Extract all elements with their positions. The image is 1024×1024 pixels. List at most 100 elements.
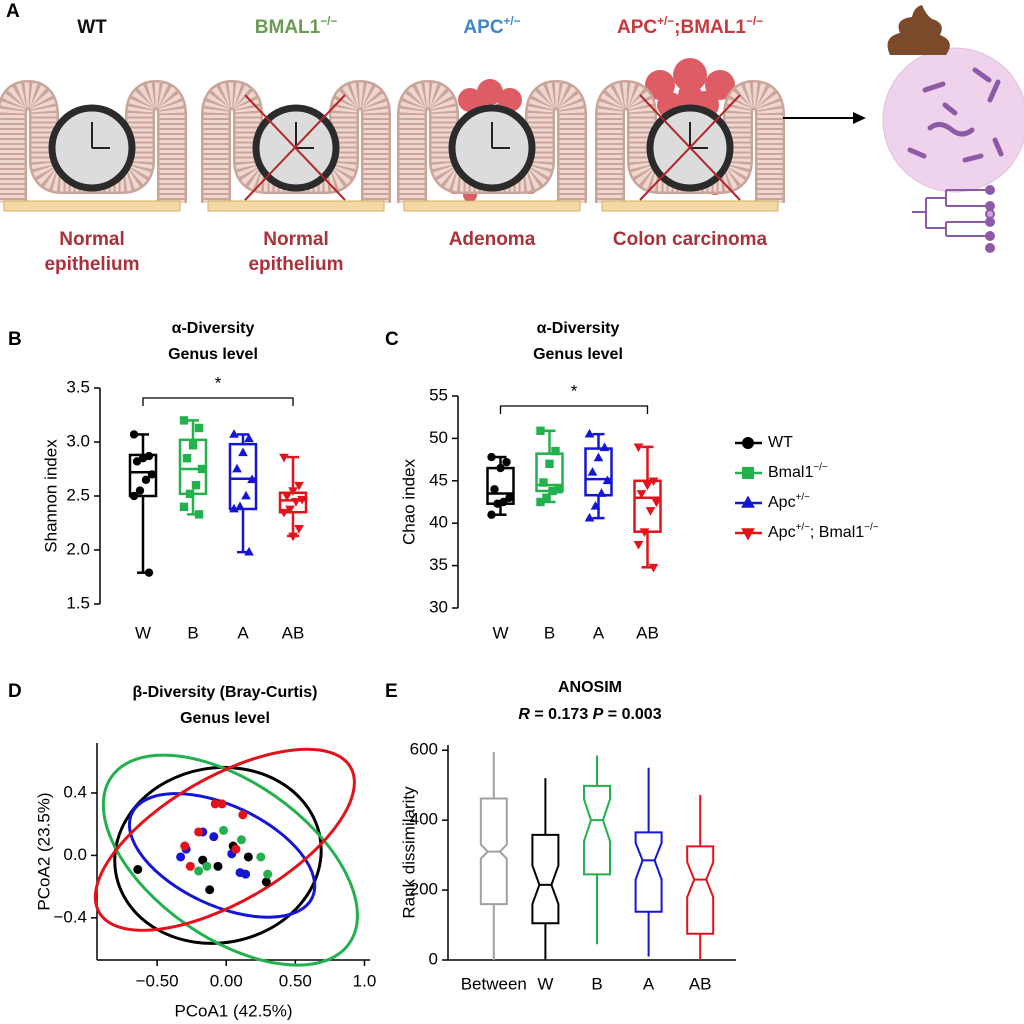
genotype-label-part: WT — [77, 17, 107, 38]
data-point — [231, 844, 241, 854]
data-point — [288, 532, 298, 542]
chart-subtitle-part: = 0.003 — [603, 706, 661, 723]
data-point — [209, 832, 219, 842]
x-tick-label: AB — [282, 623, 305, 642]
x-tick-label: B — [544, 623, 555, 642]
x-tick-label: A — [593, 623, 605, 642]
data-point — [247, 474, 257, 484]
genotype-label-part: −/− — [320, 15, 337, 28]
data-point — [238, 447, 248, 457]
notched-box — [583, 784, 611, 876]
y-tick-label: 3.5 — [66, 377, 90, 396]
data-point — [241, 490, 251, 500]
outcome-label: Colon carcinoma — [613, 229, 768, 250]
legend-label-part: +/− — [796, 492, 811, 503]
outcome-label: epithelium — [248, 254, 343, 275]
data-point — [548, 486, 557, 496]
x-axis-label: PCoA1 (42.5%) — [174, 1001, 292, 1020]
y-tick-label: 2.0 — [66, 539, 90, 558]
data-point — [587, 467, 598, 476]
data-point — [633, 443, 644, 453]
data-point — [176, 852, 186, 862]
legend-marker — [742, 437, 754, 449]
data-point — [129, 491, 139, 501]
legend-label: WT — [768, 434, 793, 451]
genotype-label: APC+/−;BMAL1−/− — [617, 15, 763, 38]
legend-label-part: +/− — [796, 522, 811, 533]
legend-label-part: WT — [768, 434, 793, 451]
x-tick-label: AB — [636, 623, 659, 642]
data-point — [551, 446, 560, 456]
significance-bracket — [142, 397, 294, 406]
chart-title: ANOSIM — [558, 679, 622, 696]
data-point — [545, 459, 554, 469]
x-tick-label: AB — [689, 974, 712, 993]
data-point — [213, 861, 223, 871]
legend-label-part: −/− — [864, 522, 879, 533]
genotype-label-part: ;BMAL1 — [674, 17, 746, 38]
data-point — [285, 505, 295, 515]
confidence-ellipse — [127, 792, 317, 919]
y-axis-label: Chao index — [399, 459, 418, 546]
chart-subtitle: R = 0.173 P = 0.003 — [518, 706, 661, 723]
data-point — [590, 500, 601, 510]
outcome-label: Adenoma — [449, 229, 536, 250]
data-point — [282, 492, 292, 502]
data-point — [536, 426, 545, 435]
y-tick-label: 0.4 — [63, 782, 87, 801]
legend-label: Bmal1−/− — [768, 462, 828, 481]
data-point — [243, 852, 253, 862]
y-tick-label: 2.5 — [66, 485, 90, 504]
data-point — [294, 481, 304, 491]
data-point — [539, 478, 548, 487]
chart-title: Genus level — [168, 346, 258, 363]
y-tick-label: 600 — [410, 740, 438, 759]
y-tick-label: 50 — [429, 428, 448, 447]
x-tick-label: 1.0 — [353, 971, 377, 990]
data-point — [596, 488, 607, 497]
panel-letter: C — [385, 329, 399, 350]
data-point — [642, 481, 653, 491]
x-tick-label: 0.00 — [210, 971, 243, 990]
outcome-label: Normal — [263, 229, 328, 250]
data-point — [584, 428, 595, 438]
x-tick-label: Between — [461, 974, 527, 993]
data-point — [602, 475, 613, 485]
data-point — [217, 799, 227, 809]
data-point — [188, 441, 198, 450]
genotype-label-part: BMAL1 — [255, 17, 321, 38]
data-point — [144, 568, 154, 577]
data-point — [235, 868, 245, 878]
confidence-ellipse — [113, 765, 323, 945]
chart-subtitle-part: P — [593, 706, 604, 723]
data-point — [505, 493, 514, 502]
outcome-label: Normal — [59, 229, 124, 250]
data-point — [135, 486, 145, 495]
significance-bracket — [499, 405, 649, 414]
data-point — [185, 861, 195, 871]
significance-label: * — [571, 381, 578, 400]
data-point — [133, 864, 143, 874]
data-point — [263, 869, 273, 879]
data-point — [633, 541, 644, 550]
data-point — [147, 470, 157, 479]
genotype-label-part: APC — [463, 17, 503, 38]
data-point — [194, 423, 204, 433]
data-point — [218, 825, 228, 835]
legend-label: Apc+/−; Bmal1−/− — [768, 522, 879, 541]
x-tick-label: W — [537, 974, 553, 993]
chart-title: β-Diversity (Bray-Curtis) — [133, 684, 318, 701]
confidence-ellipse — [93, 747, 356, 932]
outcome-label: epithelium — [44, 254, 139, 275]
y-tick-label: 200 — [410, 880, 438, 899]
x-tick-label: B — [187, 623, 198, 642]
panel-letter: E — [385, 681, 398, 702]
data-point — [294, 525, 304, 534]
legend-label-part: ; Bmal1 — [810, 524, 864, 541]
x-tick-label: A — [237, 623, 249, 642]
legend-label-part: Apc — [768, 494, 796, 511]
data-point — [202, 861, 212, 871]
data-point — [229, 429, 239, 438]
chart-title: α-Diversity — [172, 320, 255, 337]
